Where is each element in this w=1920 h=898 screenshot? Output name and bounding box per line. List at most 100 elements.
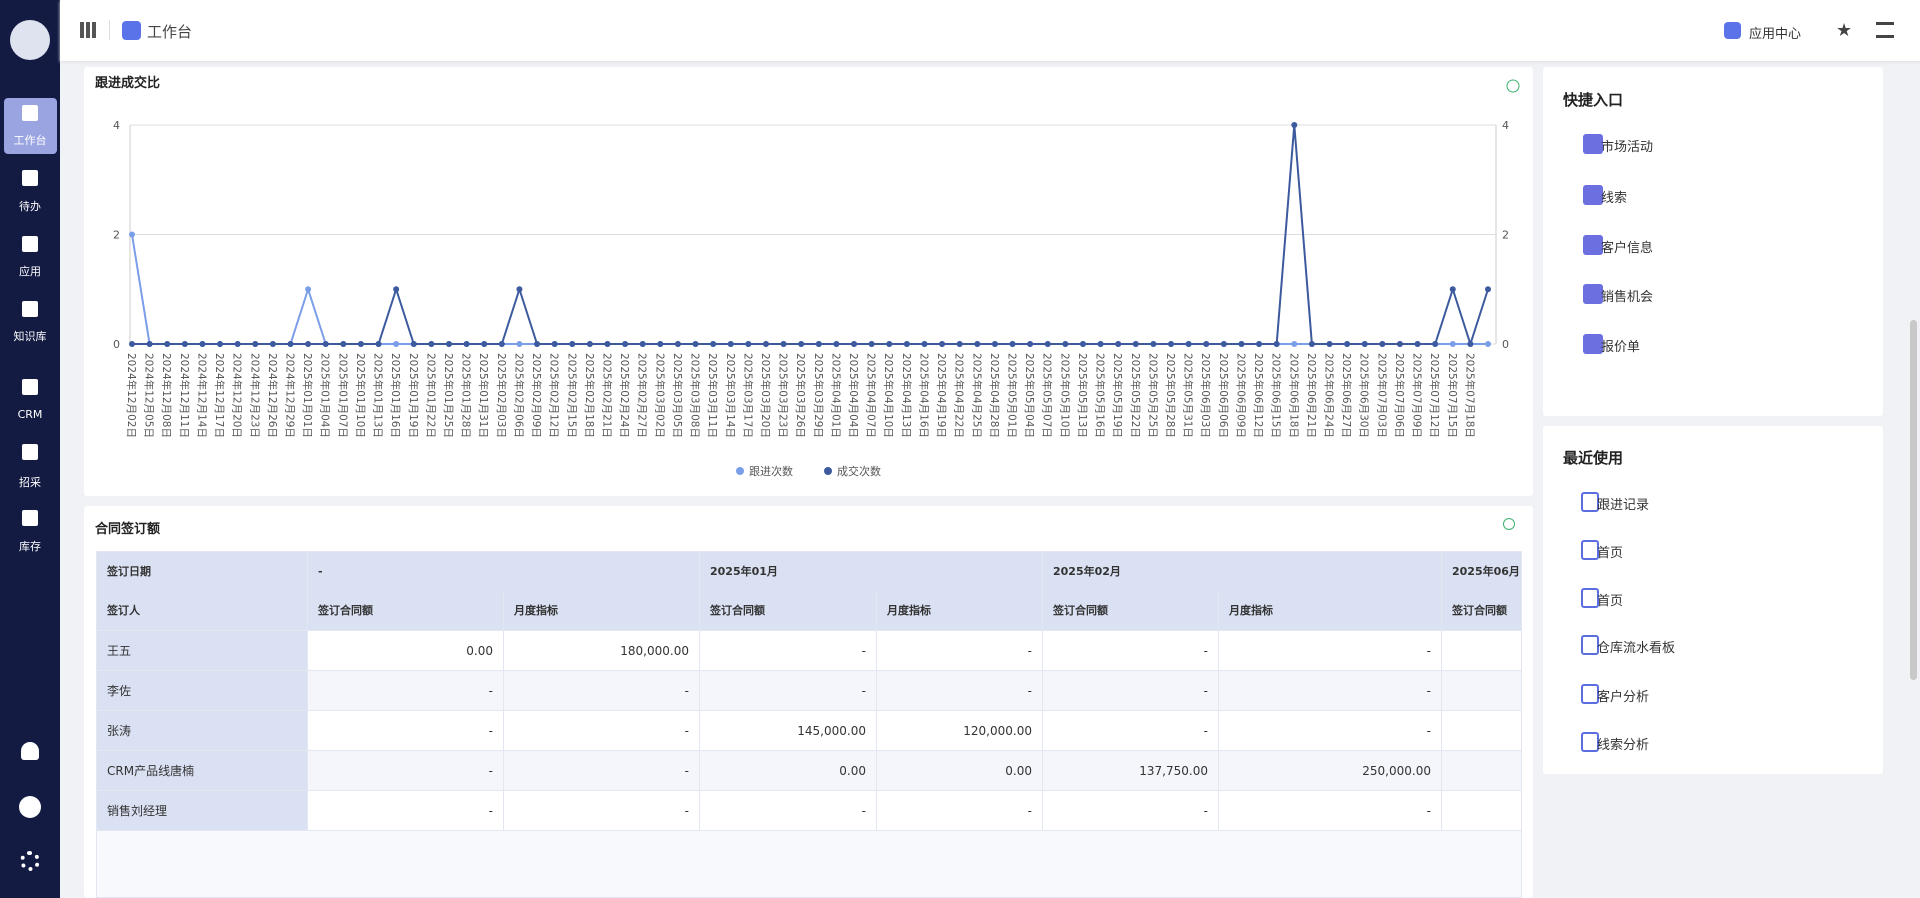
settings-icon[interactable] [20, 851, 40, 871]
avatar[interactable] [10, 20, 50, 60]
y2-tick-label: 4 [1502, 119, 1509, 132]
x-tick-label: 2024年12月23日 [248, 353, 261, 438]
table-cell: 12,500.00 [1442, 711, 1521, 751]
data-point [1132, 341, 1139, 347]
quick-entry[interactable]: 报价单 [1601, 340, 1641, 355]
quick-icon[interactable] [1583, 185, 1603, 205]
group-header: 2025年01月 [700, 552, 1043, 592]
table-cell: - [308, 671, 504, 711]
quick-entry[interactable]: 市场活动 [1601, 140, 1654, 155]
recent-icon[interactable] [1581, 732, 1599, 752]
bell-icon[interactable] [21, 742, 39, 760]
sidebar-icon[interactable] [22, 236, 38, 252]
x-tick-label: 2025年02月24日 [618, 353, 631, 438]
x-tick-label: 2024年12月29日 [283, 353, 296, 438]
info-icon[interactable] [1503, 518, 1515, 530]
data-point [1115, 341, 1122, 347]
x-tick-label: 2025年05月10日 [1058, 353, 1071, 438]
app-center[interactable]: 应用中心 [1749, 27, 1802, 42]
quick-icon[interactable] [1583, 284, 1603, 304]
recent-item[interactable]: 客户分析 [1597, 690, 1650, 705]
table-cell: - [1219, 631, 1442, 671]
grid-icon[interactable] [80, 22, 96, 38]
x-tick-label: 2025年02月18日 [583, 353, 596, 438]
x-tick-label: 2025年06月18日 [1287, 353, 1300, 438]
data-point [1467, 341, 1474, 347]
recent-item[interactable]: 首页 [1597, 594, 1624, 609]
recent-icon[interactable] [1581, 684, 1599, 704]
data-point [410, 341, 417, 347]
data-point [146, 341, 153, 347]
x-tick-label: 2024年12月08日 [160, 353, 173, 438]
x-tick-label: 2025年07月06日 [1393, 353, 1406, 438]
row-name: 李佐 [97, 671, 308, 711]
sidebar-icon[interactable] [22, 105, 38, 121]
quick-icon[interactable] [1583, 134, 1603, 154]
row-name: 王五 [97, 631, 308, 671]
x-tick-label: 2025年01月10日 [354, 353, 367, 438]
menu-icon[interactable] [1876, 22, 1894, 38]
help-icon[interactable] [19, 796, 41, 818]
x-tick-label: 2025年04月25日 [970, 353, 983, 438]
sidebar-icon[interactable] [22, 170, 38, 186]
quick-icon[interactable] [1583, 235, 1603, 255]
data-point [252, 341, 259, 347]
x-tick-label: 2025年04月10日 [882, 353, 895, 438]
recent-icon[interactable] [1581, 492, 1599, 512]
info-icon[interactable] [1506, 79, 1520, 93]
data-point [1168, 341, 1175, 347]
table-cell: - [1043, 671, 1219, 711]
sidebar-icon[interactable] [22, 379, 38, 395]
recent-icon[interactable] [1581, 635, 1599, 655]
table-cell: - [308, 711, 504, 751]
sidebar-label[interactable]: 招采 [19, 476, 41, 489]
table-cell: - [1219, 711, 1442, 751]
recent-item[interactable]: 跟进记录 [1597, 498, 1650, 513]
sidebar-label[interactable]: 工作台 [13, 134, 47, 147]
sidebar-icon[interactable] [22, 301, 38, 317]
recent-icon[interactable] [1581, 588, 1599, 608]
sidebar-icon[interactable] [22, 510, 38, 526]
app-center-icon[interactable] [1724, 22, 1741, 39]
sidebar-label[interactable]: CRM [17, 408, 43, 421]
data-point [939, 341, 946, 347]
corner-bottom: 签订人 [97, 591, 308, 631]
x-tick-label: 2025年05月22日 [1129, 353, 1142, 438]
table-cell: - [877, 671, 1043, 711]
chart-title: 跟进成交比 [95, 75, 160, 91]
x-tick-label: 2025年01月13日 [372, 353, 385, 438]
x-tick-label: 2025年05月28日 [1164, 353, 1177, 438]
star-icon[interactable]: ★ [1836, 20, 1853, 41]
quick-entry[interactable]: 销售机会 [1601, 290, 1654, 305]
data-point [393, 286, 400, 293]
x-tick-label: 2025年04月22日 [953, 353, 966, 438]
sub-header: 签订合同额 [1043, 591, 1219, 631]
sidebar-label[interactable]: 应用 [19, 265, 41, 278]
quick-entry[interactable]: 线索 [1601, 191, 1628, 206]
recent-icon[interactable] [1581, 540, 1599, 560]
recent-title: 最近使用 [1563, 449, 1624, 467]
table-cell: 0.00 [308, 631, 504, 671]
x-tick-label: 2025年07月12日 [1428, 353, 1441, 438]
sidebar-label[interactable]: 待办 [19, 200, 41, 213]
sidebar-label[interactable]: 知识库 [13, 330, 47, 343]
table-cell: - [877, 631, 1043, 671]
table-cell: - [700, 791, 877, 831]
data-point [1379, 341, 1386, 347]
recent-item[interactable]: 仓库流水看板 [1597, 641, 1676, 656]
x-tick-label: 2024年12月02日 [125, 353, 138, 438]
quick-entry[interactable]: 客户信息 [1601, 241, 1654, 256]
recent-item[interactable]: 首页 [1597, 546, 1624, 561]
sidebar-icon[interactable] [22, 444, 38, 460]
table-cell: 0.00 [1442, 751, 1521, 791]
table: 签订日期 -2025年01月 2025年02月 2025年06月 签订人 签订合同额 月度指… [96, 551, 1522, 898]
table-cell: - [877, 791, 1043, 831]
sidebar-label[interactable]: 库存 [19, 540, 41, 553]
x-tick-label: 2025年03月05日 [671, 353, 684, 438]
recent-item[interactable]: 线索分析 [1597, 738, 1650, 753]
scrollbar[interactable] [1910, 320, 1917, 680]
quick-icon[interactable] [1583, 334, 1603, 354]
data-point [974, 341, 981, 347]
sub-header: 签订合同额 [700, 591, 877, 631]
chart-card: 跟进成交比 0 2 4 0 2 4 2024年12月02日 2024年12月05日 2024年1… [84, 67, 1533, 496]
